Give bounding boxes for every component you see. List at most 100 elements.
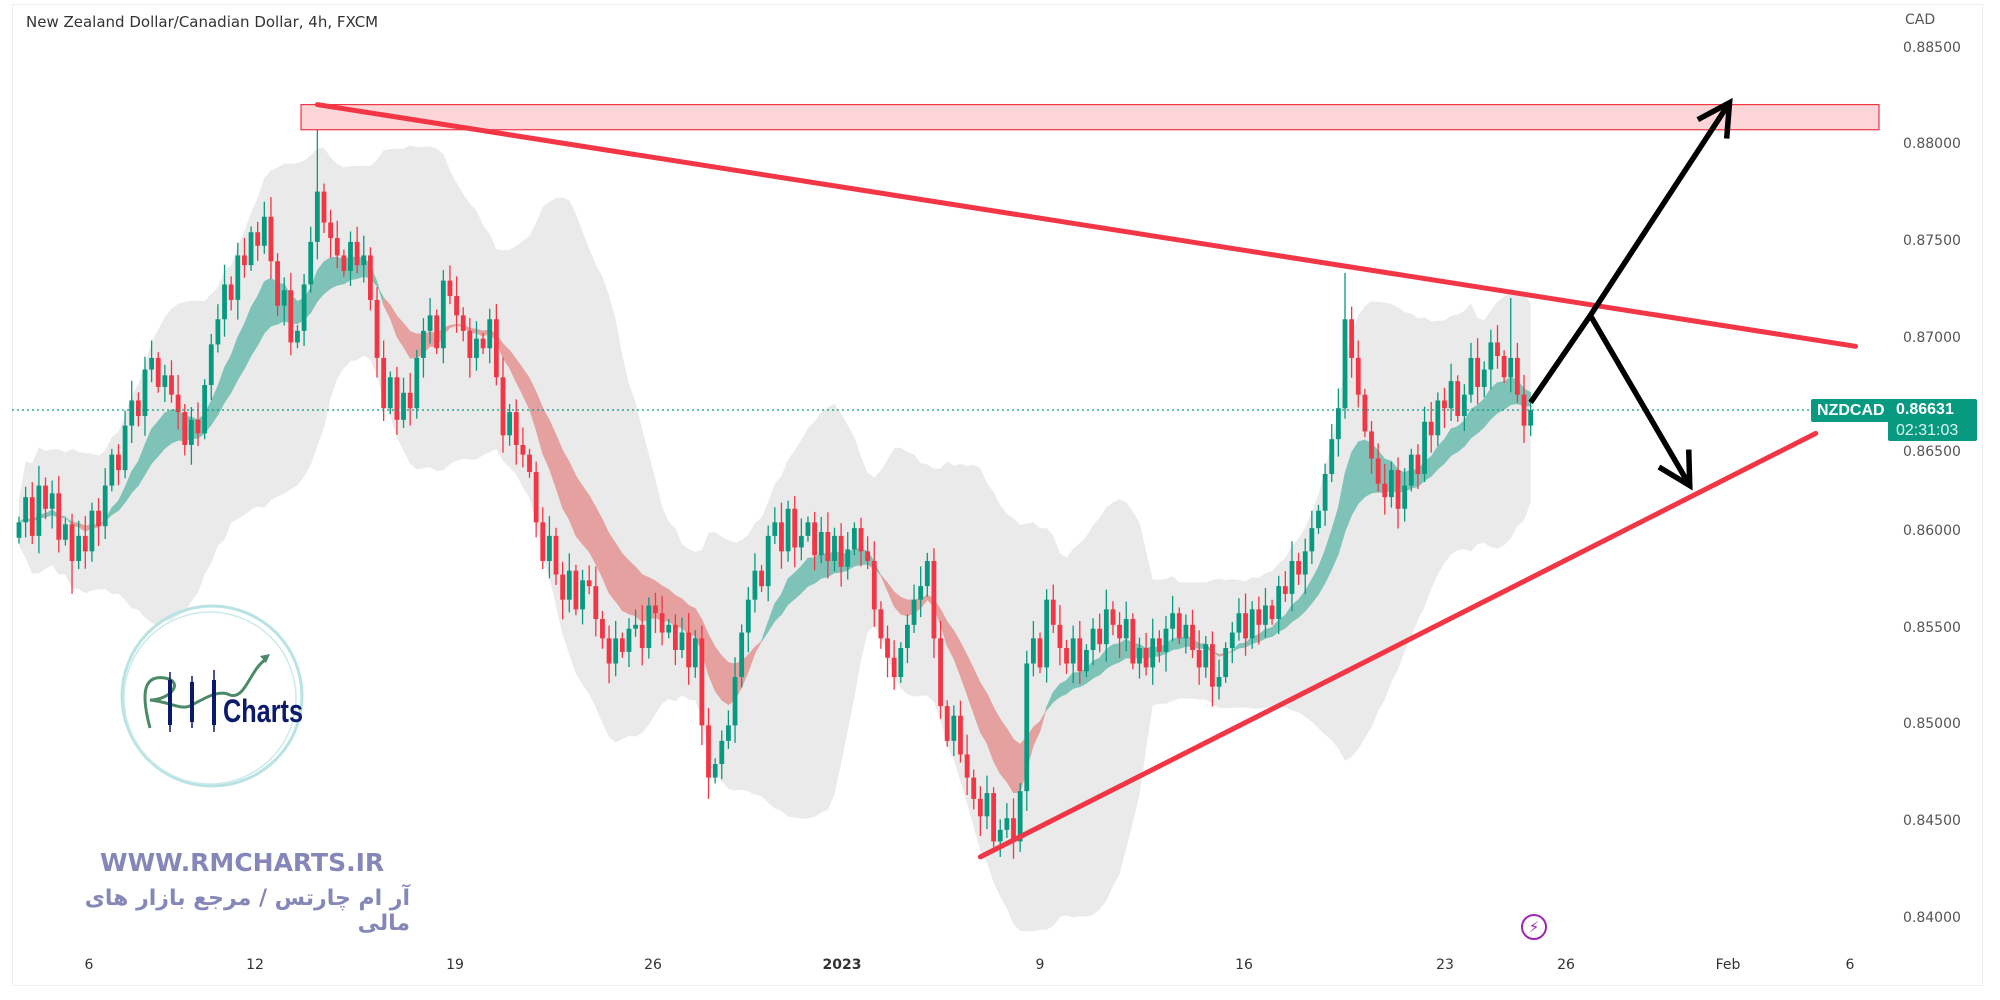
candle-body xyxy=(1110,609,1116,625)
ma-ribbon-segment xyxy=(714,645,723,702)
price-tick-label: 0.88500 xyxy=(1903,39,1961,56)
bar-countdown: 02:31:03 xyxy=(1896,422,1959,439)
ma-ribbon-segment xyxy=(621,552,630,615)
candle-body xyxy=(553,535,559,575)
candle-body xyxy=(1236,613,1242,633)
candle-body xyxy=(1223,648,1229,678)
candle-body xyxy=(149,357,154,370)
ma-ribbon-segment xyxy=(330,256,338,289)
candle-body xyxy=(1461,394,1467,416)
candle-body xyxy=(1150,638,1156,668)
candle-body xyxy=(971,777,977,799)
candle-body xyxy=(507,412,513,436)
candle-body xyxy=(208,344,214,386)
price-tick-label: 0.84500 xyxy=(1903,813,1961,830)
candle-body xyxy=(109,454,115,486)
candle-body xyxy=(202,385,208,434)
candle-body xyxy=(1004,818,1010,830)
candle-body xyxy=(931,561,937,639)
candle-body xyxy=(679,632,685,650)
candle-body xyxy=(1203,644,1209,668)
candle-body xyxy=(1024,663,1030,792)
time-tick-label: 12 xyxy=(246,957,264,973)
candle-body xyxy=(938,638,943,707)
candle-body xyxy=(878,609,884,639)
candle-body xyxy=(1156,638,1162,652)
candle-body xyxy=(1229,632,1235,649)
candle-body xyxy=(222,284,227,320)
candle-body xyxy=(401,392,406,420)
candle-body xyxy=(215,319,221,345)
candle-body xyxy=(1415,454,1421,474)
symbol-label: NZDCAD xyxy=(1811,399,1888,422)
price-tick-label: 0.85500 xyxy=(1903,619,1961,636)
lightning-icon[interactable]: ⚡ xyxy=(1521,914,1547,940)
ma-ribbon-segment xyxy=(1470,404,1478,439)
candle-body xyxy=(1428,421,1434,436)
candle-body xyxy=(500,377,506,436)
candle-body xyxy=(1170,613,1176,629)
candle-body xyxy=(440,280,446,349)
ma-ribbon-segment xyxy=(582,484,590,553)
candle-body xyxy=(1369,431,1374,459)
chart-frame xyxy=(12,4,1983,986)
ma-ribbon-segment xyxy=(151,420,159,465)
candle-body xyxy=(533,472,539,523)
ma-ribbon-segment xyxy=(1238,642,1246,649)
ma-ribbon-segment xyxy=(787,572,796,606)
candle-body xyxy=(248,232,254,266)
candle-body xyxy=(328,222,334,239)
time-tick-label: 19 xyxy=(446,957,464,973)
ma-ribbon-segment xyxy=(1265,626,1273,639)
ma-ribbon-segment xyxy=(1172,638,1180,651)
candle-body xyxy=(818,532,824,556)
candle-body xyxy=(958,715,963,755)
candle-body xyxy=(1256,609,1262,625)
ma-ribbon-segment xyxy=(1006,727,1014,794)
candle-body xyxy=(188,419,194,445)
candle-body xyxy=(798,535,804,548)
last-price-value: 0.86631 xyxy=(1896,401,1954,418)
candle-body xyxy=(626,628,632,652)
candle-body xyxy=(851,528,857,550)
candle-body xyxy=(951,715,957,741)
candle-body xyxy=(1501,356,1507,378)
candle-body xyxy=(367,255,373,300)
ma-ribbon-segment xyxy=(323,256,332,295)
ma-ribbon-segment xyxy=(1013,738,1021,793)
candle-body xyxy=(619,638,625,652)
candle-body xyxy=(493,319,499,378)
candle-body xyxy=(785,508,791,552)
candle-body xyxy=(805,522,811,536)
candle-body xyxy=(639,624,645,649)
candle-body xyxy=(1070,638,1076,664)
candle-body xyxy=(255,232,261,246)
candle-body xyxy=(613,638,619,664)
candle-body xyxy=(1282,586,1288,594)
candle-body xyxy=(354,241,360,266)
time-tick-label: 23 xyxy=(1436,957,1454,973)
website-text: WWW.RMCHARTS.IR xyxy=(100,848,385,877)
candle-body xyxy=(414,357,420,409)
candle-body xyxy=(1176,613,1182,639)
candle-body xyxy=(1216,677,1222,687)
rmcharts-logo: Charts xyxy=(120,604,304,788)
candle-body xyxy=(116,454,121,471)
candle-body xyxy=(36,485,42,536)
candle-body xyxy=(407,392,413,409)
ma-ribbon-segment xyxy=(668,588,676,628)
price-tick-label: 0.86500 xyxy=(1903,444,1961,460)
candle-body xyxy=(1495,342,1500,357)
candle-body xyxy=(16,522,22,538)
candle-body xyxy=(885,638,890,658)
candle-body xyxy=(891,657,897,678)
candle-body xyxy=(1011,818,1016,842)
candle-body xyxy=(520,444,526,455)
candle-body xyxy=(301,284,307,331)
candle-body xyxy=(865,551,871,562)
candle-body xyxy=(1249,609,1255,639)
candle-body xyxy=(102,485,108,527)
ma-ribbon-segment xyxy=(1490,381,1498,420)
candle-body xyxy=(1103,609,1109,645)
